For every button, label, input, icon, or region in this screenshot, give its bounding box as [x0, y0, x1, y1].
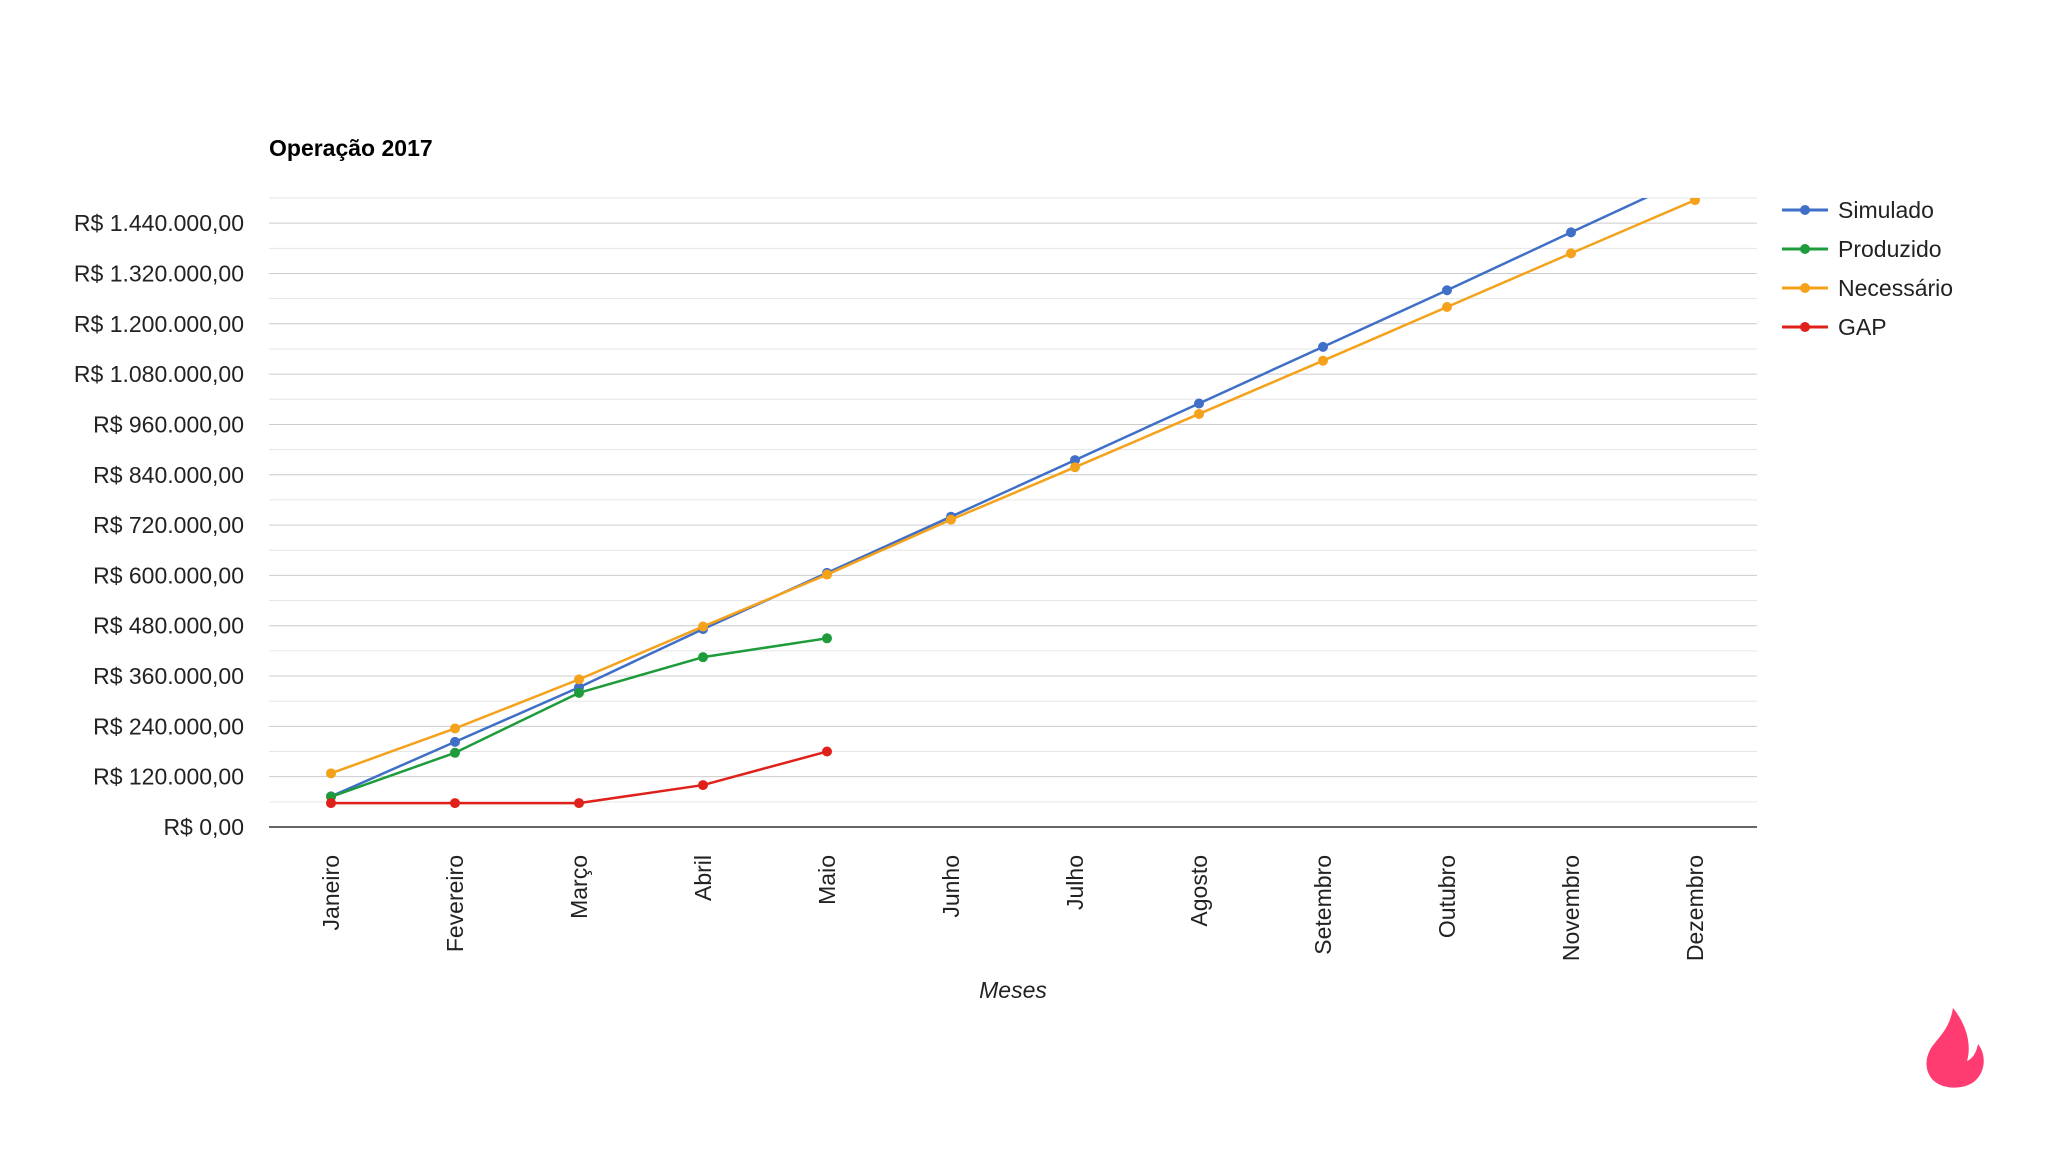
y-tick-label: R$ 720.000,00	[93, 512, 244, 538]
y-tick-label: R$ 0,00	[163, 814, 244, 840]
legend-swatch-point	[1800, 244, 1810, 254]
series-layer	[326, 170, 1700, 809]
data-point	[1690, 198, 1700, 206]
data-point	[946, 514, 956, 525]
x-tick-label: Novembro	[1558, 855, 1584, 961]
series-simulado	[326, 170, 1700, 802]
data-point	[1194, 398, 1204, 409]
y-tick-label: R$ 1.200.000,00	[74, 311, 244, 337]
series-line	[330, 198, 1696, 775]
y-axis-ticks: R$ 0,00 R$ 120.000,00 R$ 240.000,00 R$ 360.…	[74, 210, 244, 840]
data-point	[1690, 170, 1700, 180]
legend-item: Produzido	[1782, 236, 1942, 262]
legend-label: Necessário	[1838, 275, 1953, 301]
x-tick-label: Junho	[938, 855, 964, 918]
data-point	[1442, 302, 1452, 313]
data-point	[574, 798, 584, 809]
x-tick-label: Fevereiro	[442, 855, 468, 952]
series-line	[330, 637, 828, 798]
data-point	[450, 747, 460, 758]
flame-shape	[1926, 1008, 1984, 1088]
data-point	[822, 746, 832, 757]
y-tick-label: R$ 600.000,00	[93, 562, 244, 588]
data-point	[1318, 341, 1328, 352]
x-tick-label: Janeiro	[318, 855, 344, 930]
legend-swatch-point	[1800, 322, 1810, 332]
series-produzido	[326, 633, 832, 802]
data-point	[822, 569, 832, 580]
y-tick-label: R$ 240.000,00	[93, 713, 244, 739]
x-tick-label: Março	[566, 855, 592, 919]
x-tick-label: Maio	[814, 855, 840, 905]
data-point	[1070, 462, 1080, 473]
y-tick-label: R$ 1.080.000,00	[74, 361, 244, 387]
series-gap	[326, 746, 832, 809]
grid-lines	[269, 197, 1757, 803]
y-tick-label: R$ 1.320.000,00	[74, 260, 244, 286]
data-point	[450, 723, 460, 734]
legend-swatch-point	[1800, 205, 1810, 215]
series-line	[330, 198, 1649, 798]
data-point	[698, 621, 708, 632]
data-point	[574, 674, 584, 685]
legend-label: GAP	[1838, 314, 1887, 340]
y-tick-label: R$ 480.000,00	[93, 613, 244, 639]
chart-title: Operação 2017	[269, 135, 433, 161]
x-axis-ticks: Janeiro Fevereiro Março Abril Maio Junho Julho…	[318, 855, 1708, 961]
data-point	[1566, 248, 1576, 259]
data-point	[1070, 455, 1080, 466]
legend-swatch-point	[1800, 283, 1810, 293]
flame-icon	[1926, 1008, 1984, 1088]
x-tick-label: Agosto	[1186, 855, 1212, 927]
legend-label: Produzido	[1838, 236, 1942, 262]
series-necessário	[326, 198, 1700, 779]
legend-item: Simulado	[1782, 197, 1934, 223]
data-point	[1566, 227, 1576, 238]
legend-label: Simulado	[1838, 197, 1934, 223]
legend-item: Necessário	[1782, 275, 1953, 301]
data-point	[574, 687, 584, 698]
series-line	[331, 750, 828, 805]
x-axis-label: Meses	[979, 977, 1047, 1003]
legend-item: GAP	[1782, 314, 1887, 340]
legend: Simulado Produzido Necessário GAP	[1782, 197, 1953, 340]
data-point	[1194, 408, 1204, 419]
data-point	[698, 780, 708, 791]
x-tick-label: Abril	[690, 855, 716, 901]
data-point	[822, 633, 832, 644]
data-point	[1318, 355, 1328, 366]
data-point	[698, 652, 708, 663]
y-tick-label: R$ 120.000,00	[93, 764, 244, 790]
y-tick-label: R$ 1.440.000,00	[74, 210, 244, 236]
data-point	[326, 798, 336, 809]
data-point	[326, 768, 336, 779]
data-point	[450, 798, 460, 809]
y-tick-label: R$ 360.000,00	[93, 663, 244, 689]
y-tick-label: R$ 840.000,00	[93, 462, 244, 488]
y-tick-label: R$ 960.000,00	[93, 411, 244, 437]
x-tick-label: Outubro	[1434, 855, 1460, 938]
x-tick-label: Dezembro	[1682, 855, 1708, 961]
x-tick-label: Setembro	[1310, 855, 1336, 955]
x-tick-label: Julho	[1062, 855, 1088, 910]
data-point	[450, 736, 460, 747]
data-point	[1442, 285, 1452, 296]
